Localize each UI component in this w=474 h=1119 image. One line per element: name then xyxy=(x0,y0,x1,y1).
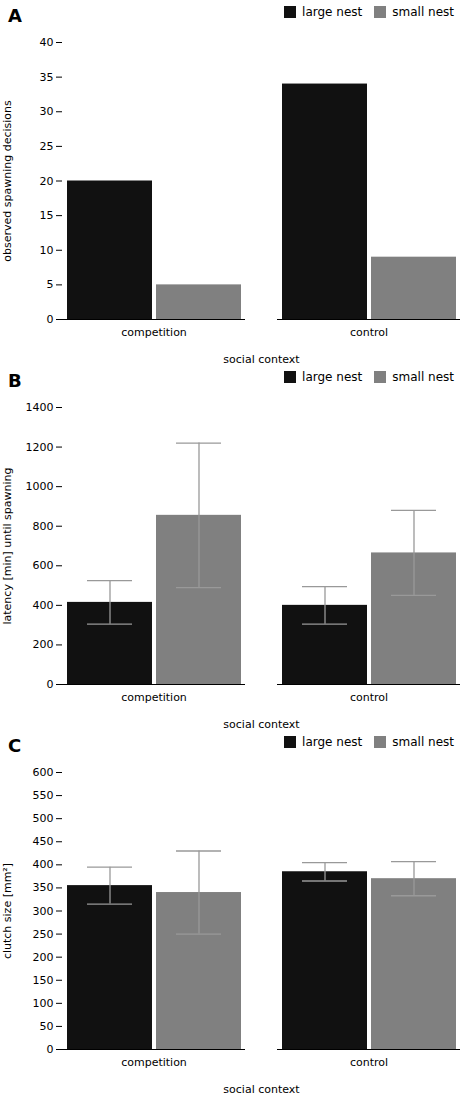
svg-text:control: control xyxy=(350,1056,388,1069)
svg-text:250: 250 xyxy=(33,928,54,941)
svg-text:10: 10 xyxy=(40,244,54,257)
svg-text:20: 20 xyxy=(40,175,54,188)
svg-text:0: 0 xyxy=(47,1043,54,1056)
svg-text:social context: social context xyxy=(223,718,300,731)
html-text:B: B xyxy=(8,369,22,391)
svg-text:clutch size [mm²]: clutch size [mm²] xyxy=(1,863,14,959)
svg-text:5: 5 xyxy=(47,278,54,291)
svg-text:control: control xyxy=(350,691,388,704)
svg-text:observed spawning decisions: observed spawning decisions xyxy=(1,100,14,262)
svg-text:800: 800 xyxy=(33,520,54,533)
svg-text:competition: competition xyxy=(121,326,187,339)
html-text:large nest: large nest xyxy=(302,370,363,384)
svg-text:competition: competition xyxy=(121,1056,187,1069)
svg-text:social context: social context xyxy=(223,1083,300,1096)
svg-text:0: 0 xyxy=(47,678,54,691)
svg-text:400: 400 xyxy=(33,599,54,612)
svg-text:latency [min] until spawning: latency [min] until spawning xyxy=(1,467,14,624)
svg-text:500: 500 xyxy=(33,812,54,825)
svg-text:300: 300 xyxy=(33,905,54,918)
html-text:large nest: large nest xyxy=(302,5,363,19)
svg-text:600: 600 xyxy=(33,559,54,572)
svg-text:50: 50 xyxy=(40,1020,54,1033)
svg-text:15: 15 xyxy=(40,209,54,222)
svg-text:200: 200 xyxy=(33,638,54,651)
html-text:small nest: small nest xyxy=(392,370,454,384)
svg-text:25: 25 xyxy=(40,140,54,153)
svg-text:200: 200 xyxy=(33,951,54,964)
svg-text:control: control xyxy=(350,326,388,339)
svg-text:40: 40 xyxy=(40,36,54,49)
html-text:small nest: small nest xyxy=(392,735,454,749)
svg-text:600: 600 xyxy=(33,766,54,779)
svg-text:150: 150 xyxy=(33,974,54,987)
svg-text:35: 35 xyxy=(40,71,54,84)
html-text:large nest: large nest xyxy=(302,735,363,749)
svg-text:550: 550 xyxy=(33,789,54,802)
svg-text:30: 30 xyxy=(40,105,54,118)
svg-text:1200: 1200 xyxy=(26,441,54,454)
svg-text:1000: 1000 xyxy=(26,480,54,493)
svg-text:100: 100 xyxy=(33,997,54,1010)
svg-text:competition: competition xyxy=(121,691,187,704)
html-text:C: C xyxy=(8,734,22,756)
svg-text:350: 350 xyxy=(33,881,54,894)
svg-text:social context: social context xyxy=(223,353,300,366)
svg-text:1400: 1400 xyxy=(26,401,54,414)
svg-text:0: 0 xyxy=(47,313,54,326)
html-text:A: A xyxy=(8,4,22,26)
svg-text:400: 400 xyxy=(33,858,54,871)
html-text:small nest: small nest xyxy=(392,5,454,19)
svg-text:450: 450 xyxy=(33,835,54,848)
